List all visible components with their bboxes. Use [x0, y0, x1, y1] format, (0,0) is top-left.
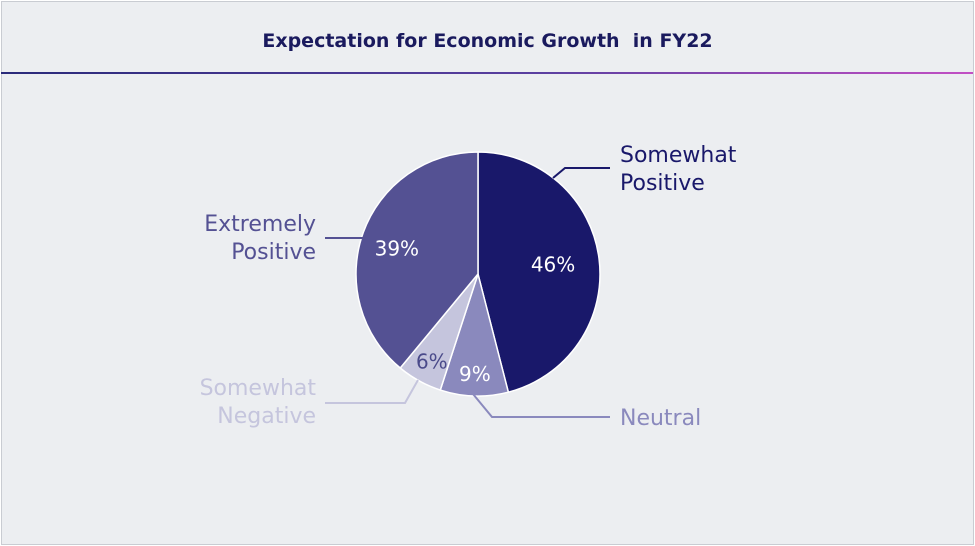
data-label-neutral: 9%	[459, 362, 491, 386]
data-label-somewhat-negative: 6%	[416, 350, 448, 374]
slice-label-extremely-positive: Extremely Positive	[204, 212, 316, 265]
data-label-somewhat-positive: 46%	[531, 253, 575, 277]
slice-label-neutral: Neutral	[620, 406, 701, 431]
data-label-extremely-positive: 39%	[375, 236, 419, 260]
pie-slice-somewhat-positive	[477, 151, 601, 394]
slice-label-somewhat-positive: Somewhat Positive	[620, 143, 737, 196]
pie-slice-extremely-positive	[355, 151, 479, 370]
slice-label-somewhat-negative: Somewhat Negative	[200, 376, 317, 429]
leader-line-neutral	[472, 393, 610, 418]
title-divider	[1, 72, 973, 74]
chart-title: Expectation for Economic Growth in FY22	[262, 30, 713, 52]
leader-line-somewhat-positive	[552, 167, 610, 179]
leader-line-somewhat-negative	[325, 379, 419, 404]
